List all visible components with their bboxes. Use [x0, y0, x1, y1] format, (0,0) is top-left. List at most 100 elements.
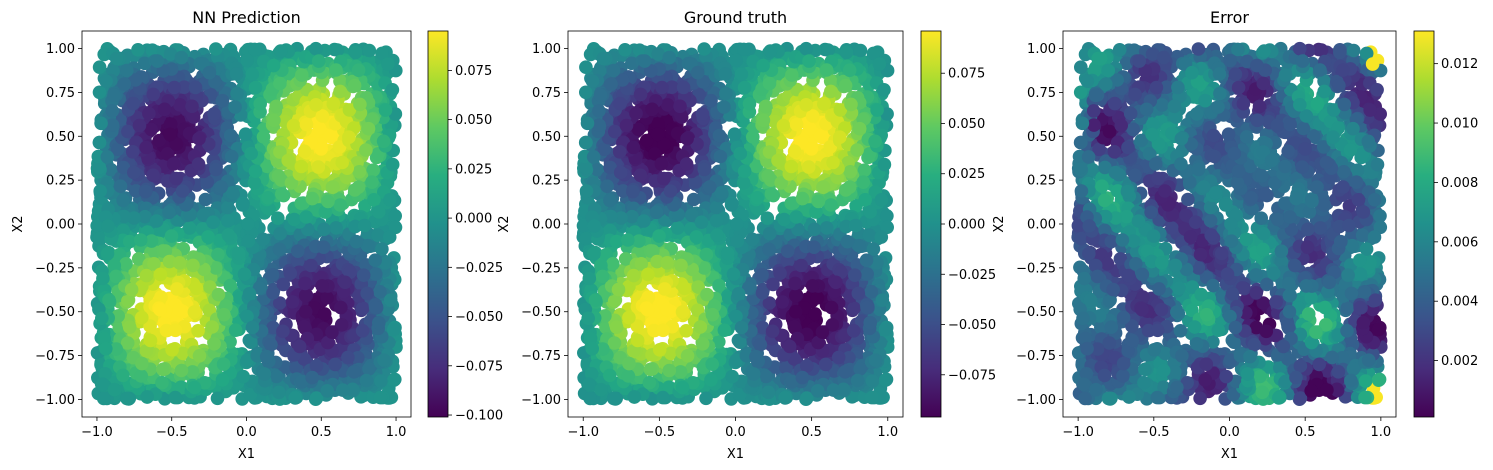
data-point [755, 268, 769, 282]
data-point [153, 267, 168, 282]
data-point [168, 323, 183, 338]
data-point [819, 221, 834, 235]
data-point [215, 373, 230, 387]
data-point [357, 218, 372, 233]
data-point [175, 184, 190, 198]
data-point [109, 342, 123, 356]
data-point [369, 267, 383, 281]
data-point [670, 221, 685, 235]
data-point [753, 337, 768, 352]
data-point [245, 320, 260, 335]
data-point [710, 228, 724, 242]
data-point [857, 163, 872, 177]
data-point [299, 210, 314, 224]
data-point [329, 63, 343, 77]
data-point [805, 109, 820, 123]
data-point [266, 286, 280, 300]
data-point [785, 374, 799, 389]
data-point [372, 315, 386, 330]
data-point [272, 385, 286, 400]
colorbar-tick-label: 0.075 [455, 64, 492, 79]
scatter-points [576, 41, 895, 407]
data-point [862, 228, 877, 243]
data-point [96, 391, 111, 406]
data-point [186, 258, 200, 273]
data-point [144, 234, 159, 248]
data-point [333, 198, 348, 212]
data-point [298, 304, 313, 319]
data-point [177, 80, 191, 94]
data-point [326, 97, 341, 111]
data-point [292, 339, 307, 354]
data-point [253, 96, 267, 111]
data-point [182, 221, 197, 235]
data-point [626, 184, 640, 199]
data-point [187, 305, 202, 319]
data-point [221, 228, 236, 242]
data-point [725, 369, 739, 384]
data-point [356, 268, 371, 283]
data-point [116, 160, 131, 175]
data-point [232, 246, 246, 261]
data-point [383, 193, 397, 207]
data-point [579, 85, 593, 100]
data-point [749, 159, 764, 174]
data-point [603, 223, 617, 238]
data-point [348, 45, 363, 60]
data-point [347, 78, 362, 93]
data-point [150, 54, 165, 68]
data-point [144, 122, 159, 137]
data-point [604, 209, 618, 224]
data-point [217, 307, 231, 322]
data-point [388, 209, 403, 223]
data-point [371, 228, 385, 243]
data-point [138, 184, 153, 199]
data-point [578, 160, 593, 175]
data-point [385, 157, 400, 172]
data-point [167, 80, 182, 95]
data-point [609, 320, 624, 335]
data-point [229, 67, 244, 81]
data-point [241, 234, 256, 248]
data-point [142, 106, 156, 121]
data-point [107, 258, 122, 273]
data-point [119, 257, 133, 271]
data-point [311, 160, 326, 174]
data-point [169, 137, 184, 151]
data-point [153, 302, 167, 317]
data-point [789, 288, 803, 303]
data-point [248, 164, 263, 178]
data-point [879, 372, 894, 387]
data-point [214, 180, 228, 194]
data-point [864, 285, 879, 299]
data-point [202, 65, 217, 80]
x-tick-label: 0.0 [236, 425, 257, 440]
data-point [584, 367, 599, 381]
data-point [105, 118, 120, 132]
data-point [122, 234, 137, 249]
data-point [585, 74, 600, 88]
data-point [606, 257, 620, 271]
data-point [368, 300, 383, 315]
data-point [244, 335, 258, 350]
y-axis-label: X2 [11, 215, 26, 232]
data-point [309, 98, 323, 112]
data-point [209, 42, 223, 56]
data-point [147, 257, 161, 271]
data-point [334, 318, 349, 332]
data-point [780, 254, 795, 268]
data-point [281, 153, 296, 168]
data-point [139, 268, 154, 283]
data-point [360, 238, 375, 253]
data-point [242, 287, 257, 301]
data-point [878, 322, 893, 337]
data-point [176, 346, 190, 361]
data-point [729, 309, 743, 324]
data-point [121, 294, 135, 308]
data-point [127, 211, 141, 225]
data-point [93, 184, 107, 198]
data-point [385, 83, 400, 97]
data-point [320, 291, 334, 305]
data-point [375, 46, 389, 61]
